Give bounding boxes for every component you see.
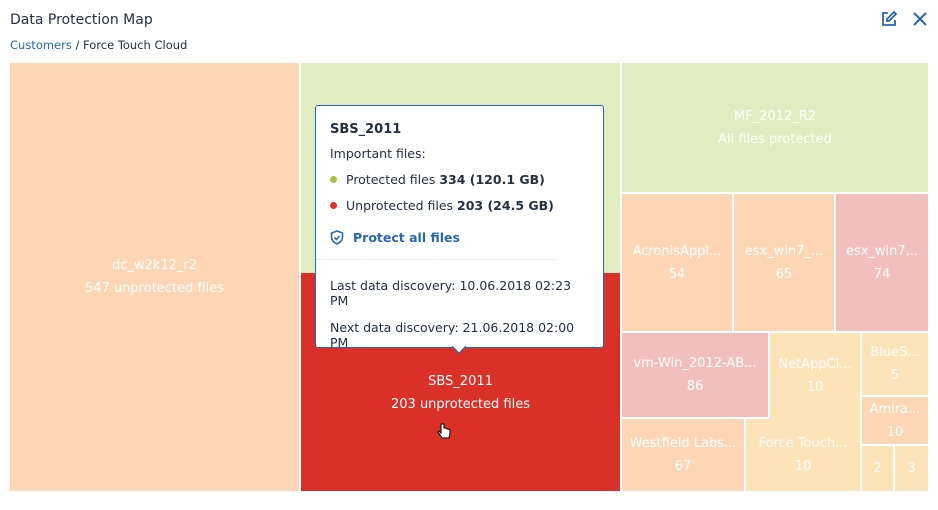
tooltip-arrow (452, 346, 466, 354)
unprotected-label: Unprotected files (346, 198, 454, 213)
cell-name: Amira... (869, 401, 921, 417)
edit-icon[interactable] (880, 10, 900, 30)
treemap-cell[interactable]: MF_2012_R2 All files protected (622, 63, 928, 192)
cell-name: NetAppCl... (778, 357, 852, 372)
cell-name: esx_win7... (845, 243, 919, 259)
treemap-cell[interactable]: Force Touch... 10 (746, 419, 860, 491)
cursor-hand-icon (437, 423, 451, 439)
cell-name: esx_win7_... (744, 243, 824, 259)
protect-all-button[interactable]: Protect all files (330, 230, 589, 245)
protected-row: Protected files 334 (120.1 GB) (330, 172, 589, 187)
treemap-cell[interactable]: dc_w2k12_r2 547 unprotected files (10, 63, 299, 491)
shield-icon (330, 230, 344, 245)
protected-value: 334 (120.1 GB) (439, 172, 545, 187)
treemap-cell[interactable]: NetAppCl... 10 (770, 333, 860, 419)
unprotected-dot-icon (330, 202, 337, 209)
cell-value: 54 (668, 266, 686, 282)
cell-value: 10 (794, 459, 812, 474)
cell-name: AcronisAppl... (632, 243, 722, 259)
cell-value: 74 (873, 266, 891, 282)
tooltip-title: SBS_2011 (330, 122, 402, 137)
cell-value: 86 (686, 379, 704, 394)
cell-name: BlueS... (870, 345, 920, 360)
cell-name: MF_2012_R2 (733, 108, 817, 124)
tooltip: SBS_2011 Important files: Protected file… (315, 105, 604, 350)
divider (316, 259, 555, 260)
cell-value: 2 (873, 461, 882, 476)
next-discovery: Next data discovery: 21.06.2018 02:00 PM (330, 320, 575, 350)
treemap-cell[interactable]: AcronisAppl... 54 (622, 194, 732, 331)
breadcrumb: Customers / Force Touch Cloud (10, 38, 187, 52)
tooltip-subtitle: Important files: (330, 146, 426, 161)
treemap-cell[interactable]: esx_win7... 74 (836, 194, 928, 331)
cell-name: SBS_2011 (428, 374, 493, 389)
cell-value: 10 (886, 424, 904, 440)
treemap-cell[interactable]: 3 (895, 446, 928, 491)
protected-label: Protected files (346, 172, 436, 187)
cell-name: vm-Win_2012-AB... (633, 356, 757, 371)
treemap-cell[interactable]: esx_win7_... 65 (734, 194, 834, 331)
protected-dot-icon (330, 176, 337, 183)
last-discovery: Last data discovery: 10.06.2018 02:23 PM (330, 278, 572, 308)
breadcrumb-separator: / (71, 38, 84, 52)
protect-all-label: Protect all files (353, 230, 460, 245)
cell-value: All files protected (718, 131, 832, 147)
treemap-cell[interactable]: 2 (862, 446, 893, 491)
cell-name: dc_w2k12_r2 (112, 258, 197, 273)
cell-value: 65 (775, 266, 793, 282)
breadcrumb-customers[interactable]: Customers (10, 38, 72, 52)
cell-value: 5 (890, 368, 900, 383)
treemap-cell[interactable]: vm-Win_2012-AB... 86 (622, 333, 768, 417)
cell-value: 547 unprotected files (85, 281, 224, 296)
unprotected-row: Unprotected files 203 (24.5 GB) (330, 198, 589, 213)
cell-name: Westfield Labs... (629, 436, 737, 451)
cell-value: 3 (907, 461, 916, 476)
breadcrumb-current: Force Touch Cloud (83, 38, 188, 52)
page-title: Data Protection Map (10, 12, 153, 28)
cell-value: 203 unprotected files (391, 397, 530, 412)
cell-value: 67 (674, 459, 692, 474)
unprotected-value: 203 (24.5 GB) (457, 198, 554, 213)
treemap-cell[interactable]: Westfield Labs... 67 (622, 419, 744, 491)
treemap-cell[interactable]: Amira... 10 (862, 397, 928, 444)
cell-value: 10 (806, 380, 824, 395)
cell-name: Force Touch... (758, 436, 848, 451)
treemap-cell[interactable]: BlueS... 5 (862, 333, 928, 395)
close-icon[interactable] (911, 10, 931, 30)
